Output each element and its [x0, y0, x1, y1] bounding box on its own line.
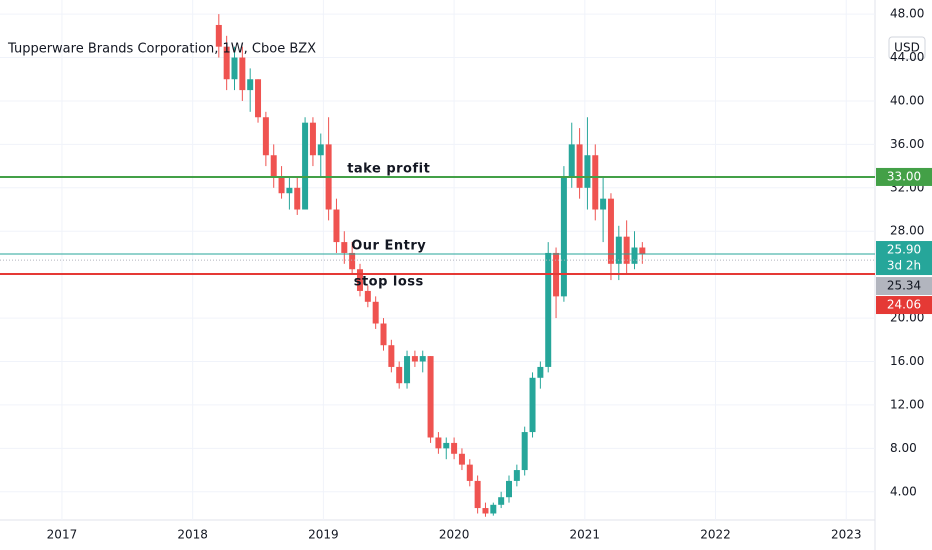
- line-label: Our Entry: [351, 239, 426, 254]
- candle-body: [513, 470, 520, 481]
- price-label-box: [876, 241, 932, 276]
- candle-body: [592, 155, 599, 210]
- currency-button[interactable]: [888, 36, 926, 60]
- candle-body: [356, 269, 363, 291]
- candle-body: [286, 187, 293, 194]
- candle-body: [435, 437, 442, 449]
- candle-body: [537, 366, 544, 378]
- x-tick-label: 2023: [831, 528, 862, 542]
- candle-body: [545, 252, 552, 367]
- y-tick-label: 48.00: [890, 7, 924, 21]
- candle-body: [443, 442, 450, 449]
- y-tick-label: 28.00: [890, 224, 924, 238]
- y-tick-label: 4.00: [890, 484, 917, 498]
- y-tick-label: 36.00: [890, 137, 924, 151]
- candle-body: [576, 144, 583, 188]
- candle-body: [631, 247, 638, 264]
- x-tick-label: 2022: [700, 528, 731, 542]
- candle-body: [317, 144, 324, 156]
- candle-body: [498, 497, 505, 505]
- candle-body: [584, 155, 591, 188]
- y-tick-label: 40.00: [890, 93, 924, 107]
- candle-body: [466, 464, 473, 481]
- candle-body: [615, 236, 622, 264]
- currency[interactable]: USD: [894, 41, 920, 55]
- candle-body: [255, 79, 262, 118]
- x-tick-label: 2021: [570, 528, 601, 542]
- line-label: take profit: [347, 161, 430, 176]
- candle-body: [639, 247, 646, 255]
- candle-body: [506, 480, 513, 498]
- candle-body: [521, 432, 528, 471]
- candle-body: [380, 323, 387, 346]
- candle-body: [404, 356, 411, 384]
- candle-body: [560, 176, 567, 297]
- candle-body: [364, 290, 371, 302]
- candle-body: [223, 46, 230, 80]
- candle-body: [474, 480, 481, 509]
- x-tick-label: 2019: [308, 528, 339, 542]
- candle-body: [309, 122, 316, 156]
- price-label: 24.06: [887, 298, 921, 312]
- y-tick-label: 12.00: [890, 397, 924, 411]
- line-label: stop loss: [354, 275, 424, 290]
- candle-body: [239, 57, 246, 91]
- candle-body: [411, 356, 418, 362]
- countdown: 3d 2h: [887, 259, 921, 273]
- price-label: 25.90: [887, 243, 921, 257]
- candle-body: [372, 301, 379, 324]
- candle-body: [341, 242, 348, 253]
- candle-body: [607, 198, 614, 264]
- y-tick-label: 44.00: [890, 50, 924, 64]
- candle-body: [262, 117, 269, 156]
- candle-body: [388, 345, 395, 367]
- y-tick-label: 20.00: [890, 311, 924, 325]
- candle-body: [600, 198, 607, 210]
- y-tick-label: 8.00: [890, 441, 917, 455]
- y-tick-label: 16.00: [890, 354, 924, 368]
- candle-body: [623, 236, 630, 264]
- candle-body: [427, 356, 434, 438]
- price-label: 33.00: [887, 169, 921, 183]
- candle-body: [215, 24, 222, 47]
- chart-title: Tupperware Brands Corporation, 1W, Cboe …: [7, 42, 316, 57]
- candle-body: [294, 187, 301, 210]
- x-tick-label: 2017: [47, 528, 78, 542]
- candle-body: [247, 79, 254, 91]
- candle-body: [568, 144, 575, 177]
- candle-body: [529, 377, 536, 433]
- x-tick-label: 2018: [177, 528, 208, 542]
- candle-body: [278, 176, 285, 194]
- candle-body: [458, 453, 465, 465]
- price-label-box: [876, 167, 932, 186]
- candle-body: [231, 57, 238, 80]
- candle-body: [396, 366, 403, 384]
- candle-body: [451, 442, 458, 454]
- candle-body: [333, 209, 340, 243]
- price-label-box: [876, 296, 932, 315]
- candle-body: [490, 504, 497, 514]
- candle-body: [270, 155, 277, 177]
- plot: [0, 0, 875, 520]
- candle-body: [419, 356, 426, 362]
- x-tick-label: 2020: [439, 528, 470, 542]
- candle-body: [482, 508, 489, 514]
- prev-close-box: [876, 277, 932, 296]
- candle-body: [302, 122, 309, 210]
- candle-body: [349, 252, 356, 270]
- prev-close-label: 25.34: [887, 279, 921, 293]
